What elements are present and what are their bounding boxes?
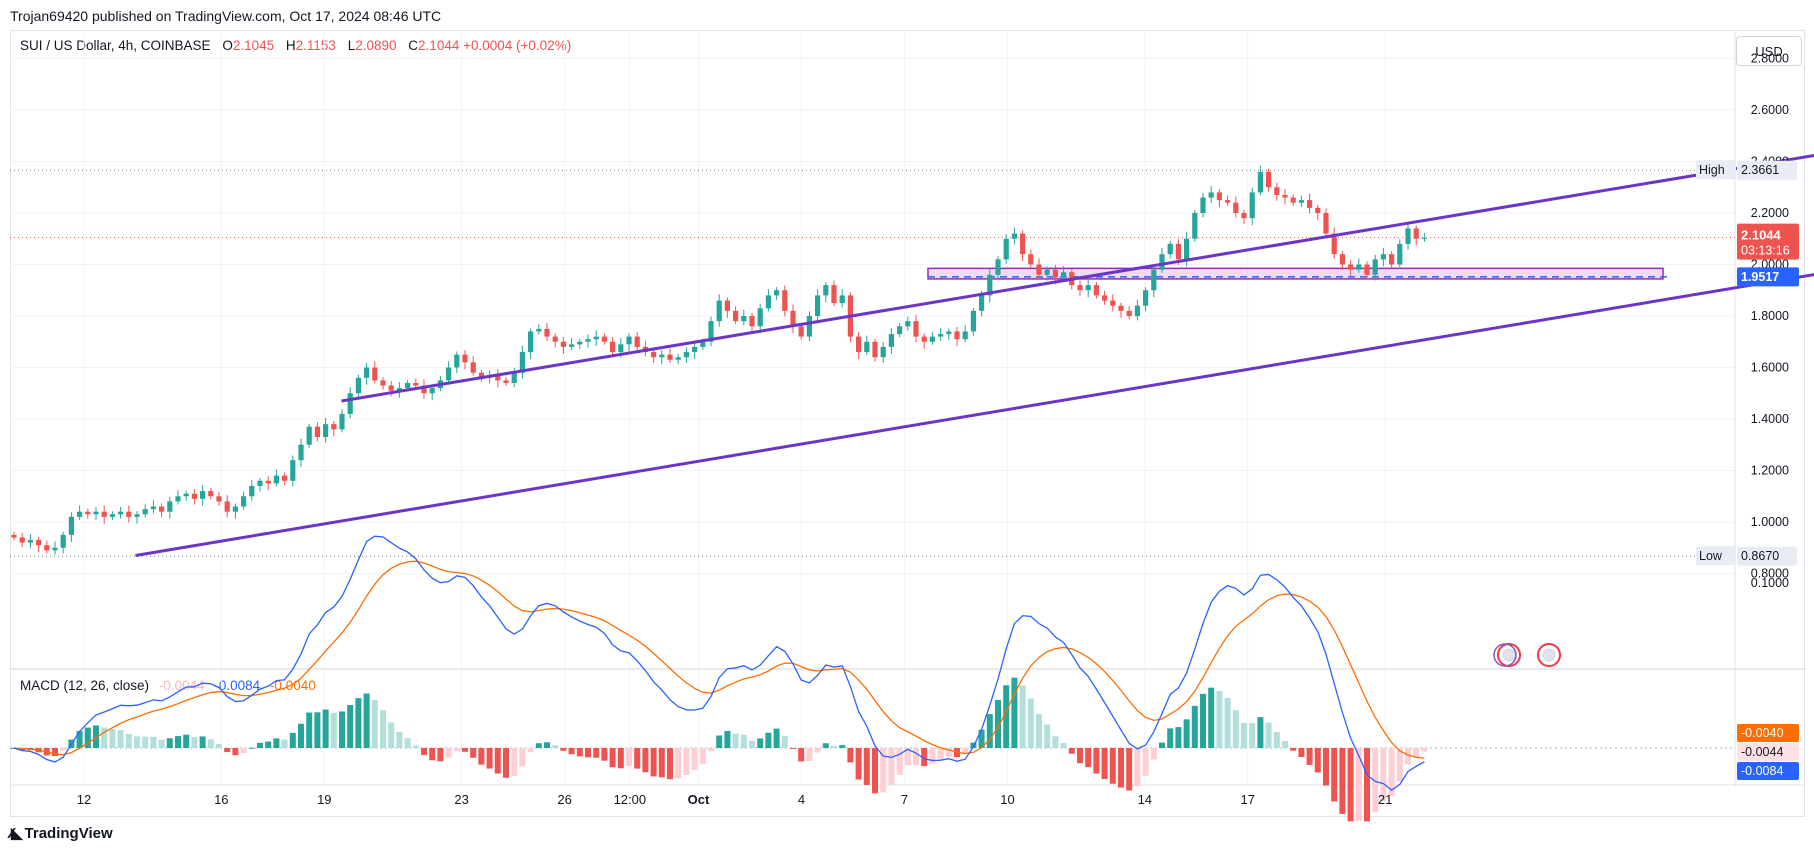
high-value: 2.1153 xyxy=(295,38,336,53)
low-value: 2.0890 xyxy=(355,38,397,53)
symbol-legend: SUI / US Dollar, 4h, COINBASE O2.1045 H2… xyxy=(20,38,571,53)
tradingview-brand: TradingView xyxy=(24,824,113,842)
symbol-name[interactable]: SUI / US Dollar, 4h, COINBASE xyxy=(20,38,211,53)
tradingview-logo-icon: ⁄⁄◣ xyxy=(10,825,22,842)
macd-legend-hist: -0.0044 xyxy=(158,678,205,693)
macd-legend-macd: -0.0084 xyxy=(214,678,261,693)
high-key: H xyxy=(285,38,296,53)
published-line: Trojan69420 published on TradingView.com… xyxy=(10,8,442,24)
change-value: +0.0004 (+0.02%) xyxy=(463,38,572,53)
tradingview-logo[interactable]: ⁄⁄◣ TradingView xyxy=(10,824,113,843)
open-value: 2.1045 xyxy=(232,38,275,53)
chart-frame xyxy=(10,30,1805,817)
open-key: O xyxy=(222,38,233,53)
macd-legend-name[interactable]: MACD (12, 26, close) xyxy=(20,678,150,693)
macd-legend: MACD (12, 26, close) -0.0044 -0.0084 -0.… xyxy=(20,678,316,693)
macd-legend-signal: -0.0040 xyxy=(269,678,316,693)
low-key: L xyxy=(347,38,356,53)
close-key: C xyxy=(408,38,419,53)
close-value: 2.1044 xyxy=(418,38,460,53)
currency-button[interactable]: USD xyxy=(1736,36,1802,66)
